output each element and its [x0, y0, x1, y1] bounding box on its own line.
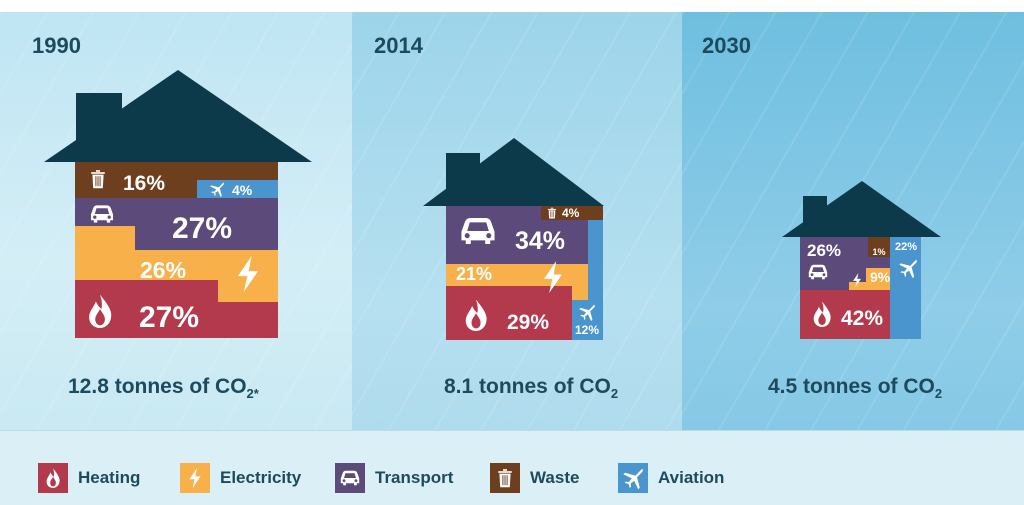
house-2014: 4% 34% 21% 29% 12%: [423, 138, 604, 340]
trash-icon: [91, 170, 105, 189]
lightning-icon: [189, 468, 201, 488]
roof: [44, 70, 312, 162]
houses-chart: 16% 4%27%26%27%4%34%21%29% 12%26% 1%9%22%42…: [44, 70, 941, 340]
year-label-1990: 1990: [32, 33, 81, 58]
legend-swatch-waste: [490, 463, 520, 493]
plane-icon: [623, 468, 643, 490]
value-label: 9%: [870, 269, 891, 285]
electricity-band: [75, 226, 278, 302]
plane-icon: [579, 304, 595, 321]
value-label: 27%: [139, 301, 199, 334]
legend-label: Heating: [78, 468, 141, 487]
plane-icon: [899, 259, 917, 279]
legend-swatch-transport: [335, 463, 365, 493]
transport-band: [75, 198, 278, 250]
aviation-band: [572, 300, 603, 340]
legend-label: Waste: [530, 468, 580, 487]
car-icon: [340, 470, 360, 486]
trash-icon: [498, 469, 512, 488]
total-text: 8.1 tonnes of CO: [444, 375, 611, 398]
trash-icon: [547, 207, 557, 219]
total-1990: 12.8 tonnes of CO2*: [68, 375, 259, 401]
value-label: 26%: [807, 241, 841, 260]
total-subscript: 2*: [246, 386, 259, 402]
lightning-icon: [180, 463, 210, 493]
total-2014: 8.1 tonnes of CO2: [444, 375, 618, 401]
value-label: 22%: [895, 241, 917, 253]
electricity-band: [849, 268, 890, 290]
swatch-fill: [38, 463, 68, 493]
year-label-2014: 2014: [374, 33, 423, 58]
year-label-2030: 2030: [702, 33, 751, 58]
value-label: 26%: [140, 257, 186, 283]
plane-icon: [618, 463, 648, 493]
legend: Heating Electricity Transport Waste Avia…: [0, 430, 1024, 505]
car-icon: [461, 218, 495, 244]
house-2030: 26% 1% 9% 22% 42%: [782, 181, 941, 339]
value-label: 4%: [232, 182, 253, 198]
value-label: 34%: [515, 227, 565, 255]
flame-icon: [38, 463, 68, 493]
aviation-band: [890, 237, 921, 339]
waste-band: [541, 206, 603, 220]
flame-icon: [89, 294, 112, 328]
legend-label: Electricity: [220, 468, 302, 487]
roof: [782, 181, 941, 237]
value-label: 4%: [562, 206, 580, 220]
lightning-icon: [544, 261, 562, 293]
value-label: 27%: [172, 212, 232, 245]
aviation-band: [588, 220, 603, 300]
heating-band: [446, 286, 572, 340]
house-1990: 16% 4%27%26%27%: [44, 70, 312, 338]
value-label: 12%: [575, 323, 599, 337]
value-label: 1%: [872, 247, 885, 257]
legend-swatch-electricity: [180, 463, 210, 493]
flame-icon: [46, 468, 60, 488]
value-label: 21%: [456, 264, 492, 284]
value-label: 16%: [123, 172, 165, 195]
car-icon: [335, 463, 365, 493]
value-label: 42%: [841, 307, 883, 330]
trash-icon: [490, 463, 520, 493]
lightning-icon: [853, 273, 861, 287]
legend-swatch-heating: [38, 463, 68, 493]
total-text: 4.5 tonnes of CO: [768, 375, 935, 398]
car-icon: [90, 205, 114, 223]
waste-band: [868, 237, 890, 257]
panel-2014: [352, 12, 682, 430]
total-subscript: 2: [934, 386, 943, 402]
plane-icon: [210, 182, 224, 197]
car-icon: [808, 264, 828, 280]
flame-icon: [813, 301, 831, 327]
total-subscript: 2: [610, 386, 619, 402]
lightning-icon: [237, 256, 259, 292]
value-label: 29%: [507, 311, 549, 334]
aviation-band: [197, 180, 278, 198]
total-2030: 4.5 tonnes of CO2: [768, 375, 942, 401]
legend-swatch-aviation: [618, 463, 648, 493]
legend-label: Aviation: [658, 468, 725, 487]
heating-band: [75, 280, 278, 338]
roof: [423, 138, 604, 206]
flame-icon: [465, 299, 487, 331]
total-text: 12.8 tonnes of CO: [68, 375, 247, 398]
legend-label: Transport: [375, 468, 454, 487]
